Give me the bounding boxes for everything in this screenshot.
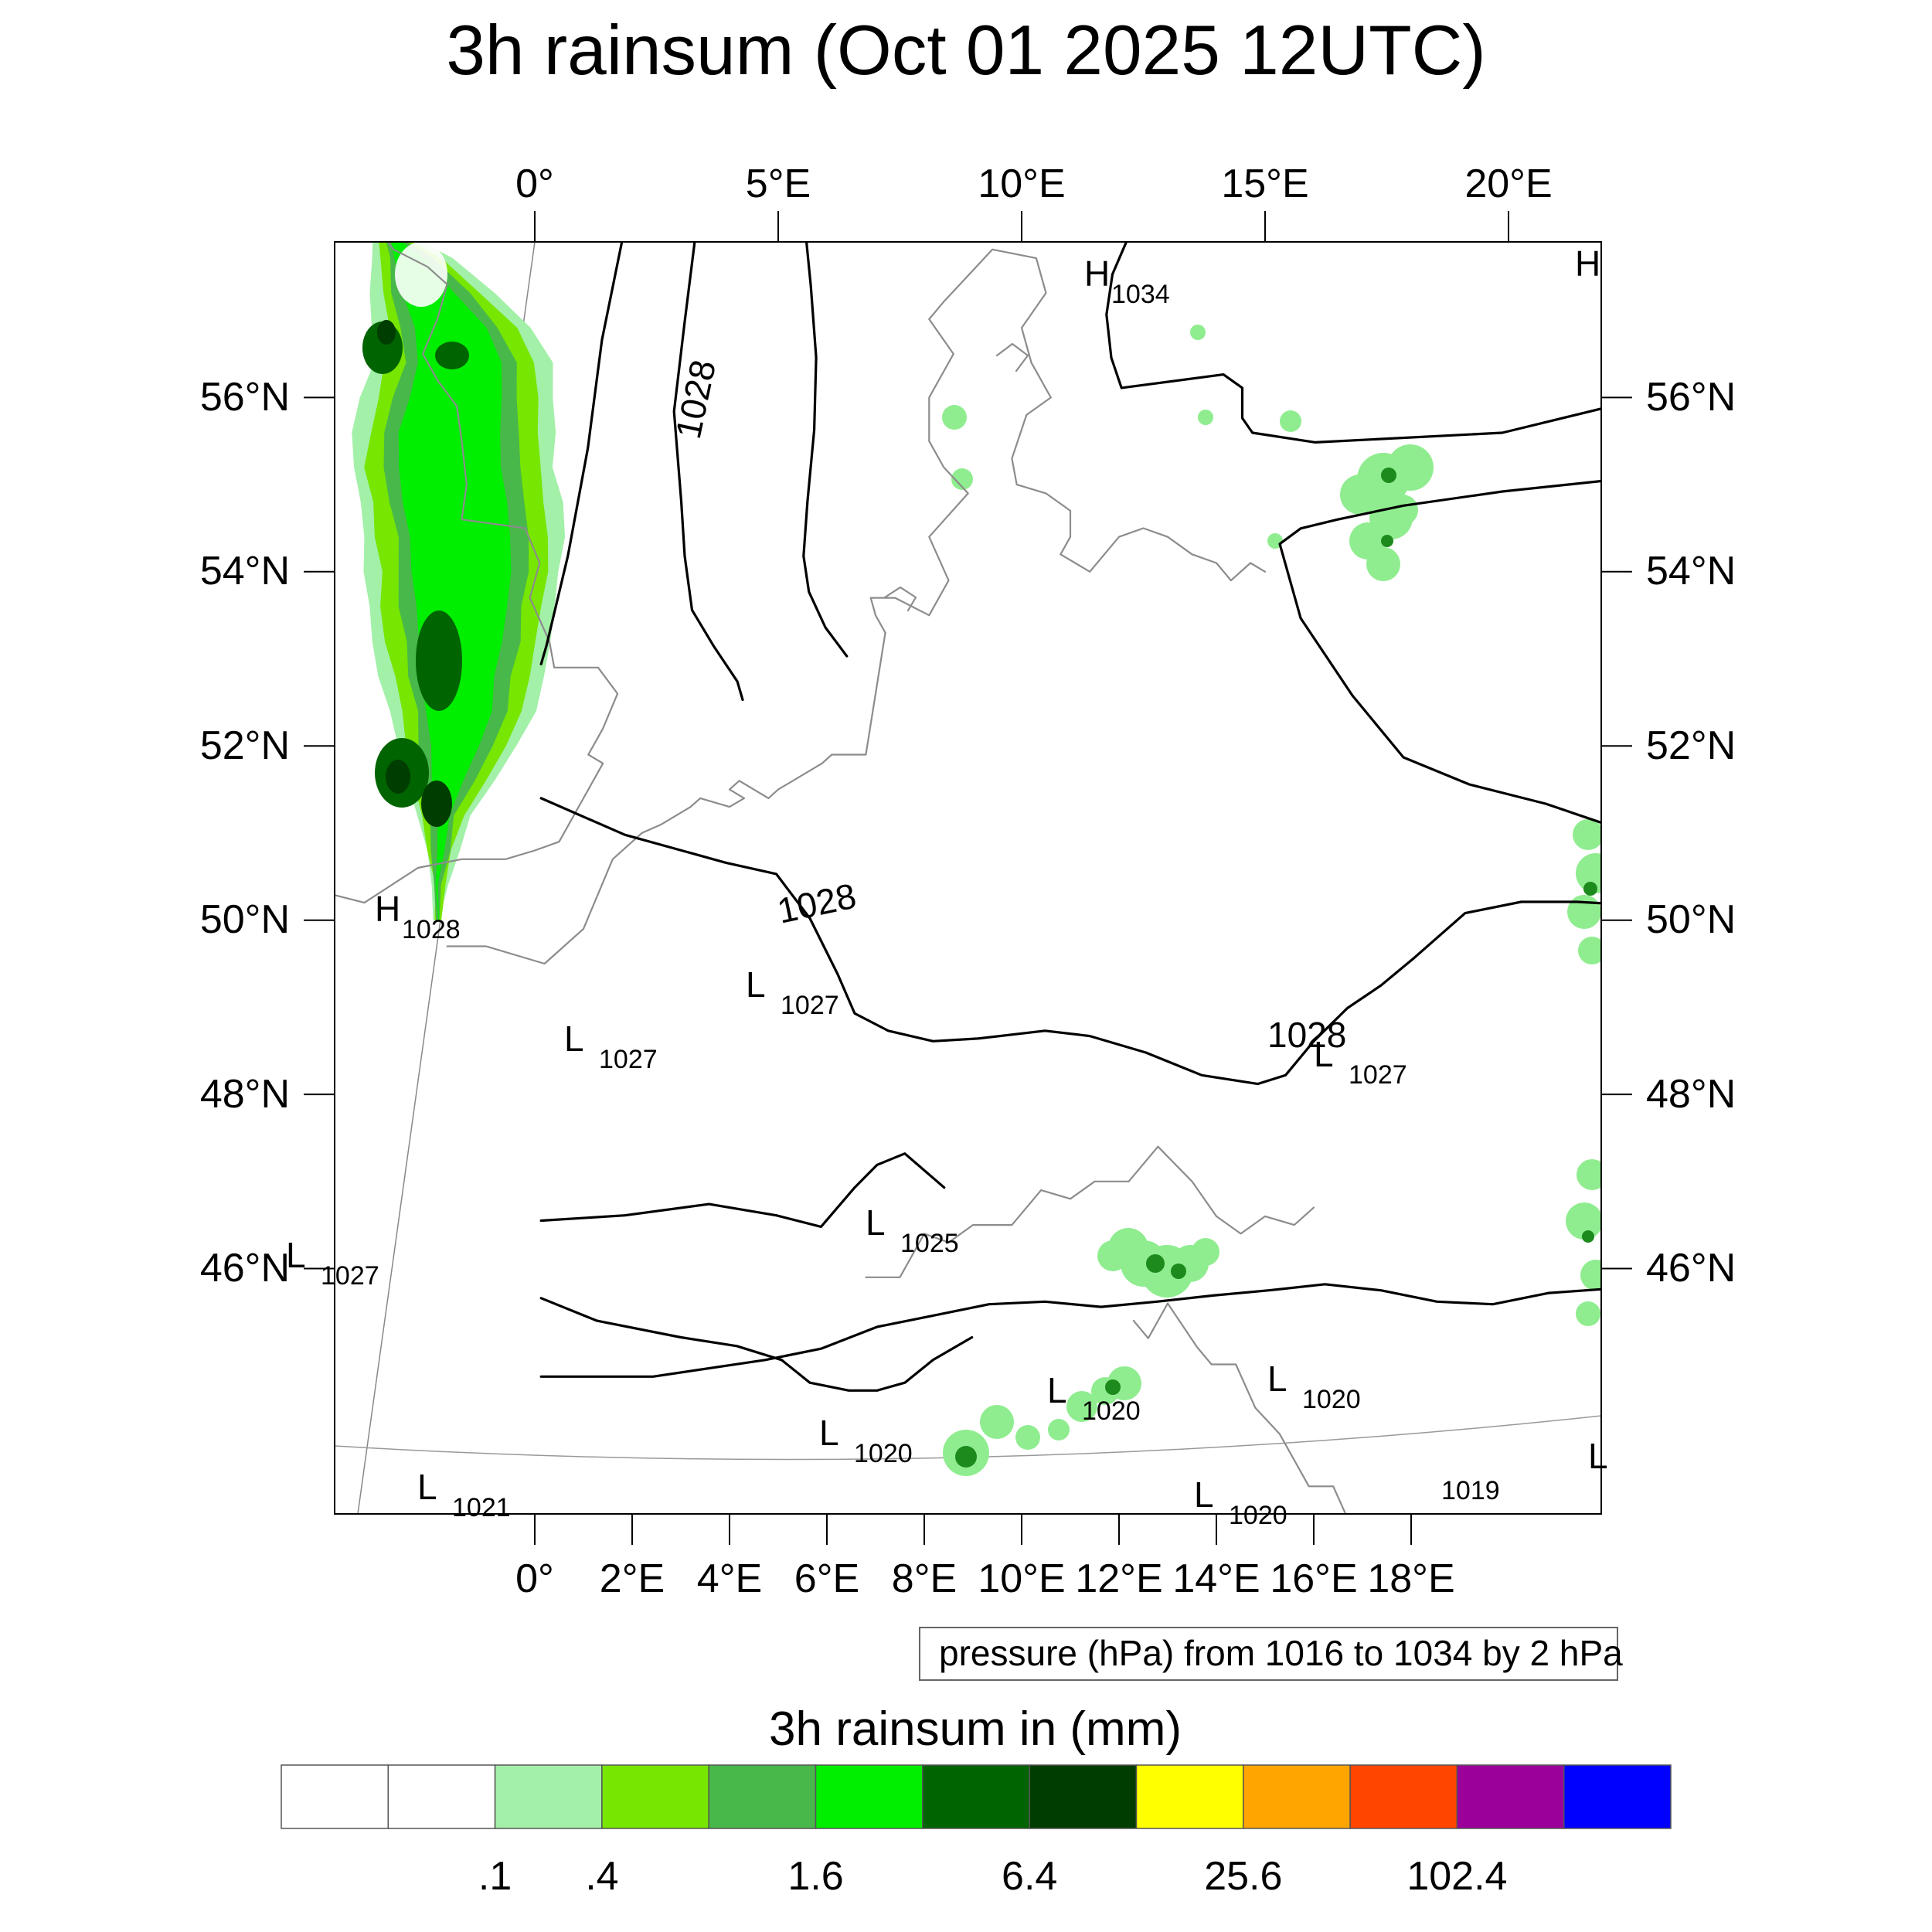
svg-text:102.4: 102.4 xyxy=(1406,1854,1507,1899)
svg-text:H: H xyxy=(1575,243,1600,284)
svg-text:1019: 1019 xyxy=(1441,1476,1500,1505)
svg-text:pressure (hPa) from 1016 to 10: pressure (hPa) from 1016 to 1034 by 2 hP… xyxy=(939,1633,1623,1673)
svg-text:1020: 1020 xyxy=(1302,1385,1361,1414)
svg-text:4°E: 4°E xyxy=(697,1556,762,1601)
svg-text:14°E: 14°E xyxy=(1172,1556,1260,1601)
svg-text:16°E: 16°E xyxy=(1270,1556,1357,1601)
svg-text:1028: 1028 xyxy=(1267,1015,1346,1055)
svg-text:20°E: 20°E xyxy=(1464,162,1552,206)
svg-text:6°E: 6°E xyxy=(794,1556,859,1601)
svg-text:1034: 1034 xyxy=(1111,280,1170,309)
svg-text:L: L xyxy=(564,1019,584,1059)
svg-text:L: L xyxy=(746,964,766,1005)
svg-text:1020: 1020 xyxy=(1229,1501,1287,1530)
svg-text:12°E: 12°E xyxy=(1075,1556,1162,1601)
svg-text:1027: 1027 xyxy=(1349,1060,1407,1090)
svg-text:1021: 1021 xyxy=(452,1493,511,1522)
svg-text:0°: 0° xyxy=(515,1556,554,1601)
svg-text:3h rainsum in (mm): 3h rainsum in (mm) xyxy=(769,1702,1182,1756)
svg-text:L: L xyxy=(1314,1034,1334,1074)
svg-text:L: L xyxy=(1194,1475,1214,1515)
svg-text:0°: 0° xyxy=(515,162,554,206)
svg-text:48°N: 48°N xyxy=(200,1072,290,1117)
svg-text:L: L xyxy=(1588,1436,1608,1476)
svg-text:H: H xyxy=(1084,253,1110,294)
svg-text:52°N: 52°N xyxy=(1646,723,1736,768)
svg-text:L: L xyxy=(819,1413,839,1453)
svg-text:54°N: 54°N xyxy=(1646,549,1736,594)
svg-text:54°N: 54°N xyxy=(200,549,290,594)
svg-text:1025: 1025 xyxy=(900,1229,959,1258)
svg-text:48°N: 48°N xyxy=(1646,1072,1736,1117)
svg-text:1027: 1027 xyxy=(321,1261,379,1291)
svg-text:5°E: 5°E xyxy=(746,162,811,206)
svg-text:.4: .4 xyxy=(585,1854,618,1899)
svg-text:1028: 1028 xyxy=(402,915,461,944)
svg-text:56°N: 56°N xyxy=(1646,375,1736,420)
svg-text:52°N: 52°N xyxy=(200,723,290,768)
svg-text:8°E: 8°E xyxy=(892,1556,957,1601)
svg-text:10°E: 10°E xyxy=(978,1556,1065,1601)
svg-text:25.6: 25.6 xyxy=(1204,1854,1282,1899)
svg-text:15°E: 15°E xyxy=(1221,162,1308,206)
svg-text:1027: 1027 xyxy=(599,1045,658,1074)
svg-text:L: L xyxy=(1047,1370,1067,1410)
svg-text:1.6: 1.6 xyxy=(787,1854,843,1899)
svg-text:2°E: 2°E xyxy=(600,1556,665,1601)
svg-text:1020: 1020 xyxy=(854,1439,913,1468)
svg-text:1020: 1020 xyxy=(1082,1396,1141,1426)
svg-text:56°N: 56°N xyxy=(200,375,290,420)
svg-text:L: L xyxy=(417,1467,437,1507)
svg-text:18°E: 18°E xyxy=(1367,1556,1454,1601)
svg-text:50°N: 50°N xyxy=(200,897,290,942)
svg-text:46°N: 46°N xyxy=(1646,1246,1736,1291)
svg-text:.1: .1 xyxy=(478,1854,512,1899)
svg-text:1027: 1027 xyxy=(781,991,839,1020)
svg-text:H: H xyxy=(375,889,400,929)
svg-text:46°N: 46°N xyxy=(200,1246,290,1291)
svg-text:L: L xyxy=(1267,1359,1287,1399)
svg-text:50°N: 50°N xyxy=(1646,897,1736,942)
svg-text:10°E: 10°E xyxy=(978,162,1065,206)
svg-text:6.4: 6.4 xyxy=(1002,1854,1057,1899)
svg-text:L: L xyxy=(866,1202,886,1243)
